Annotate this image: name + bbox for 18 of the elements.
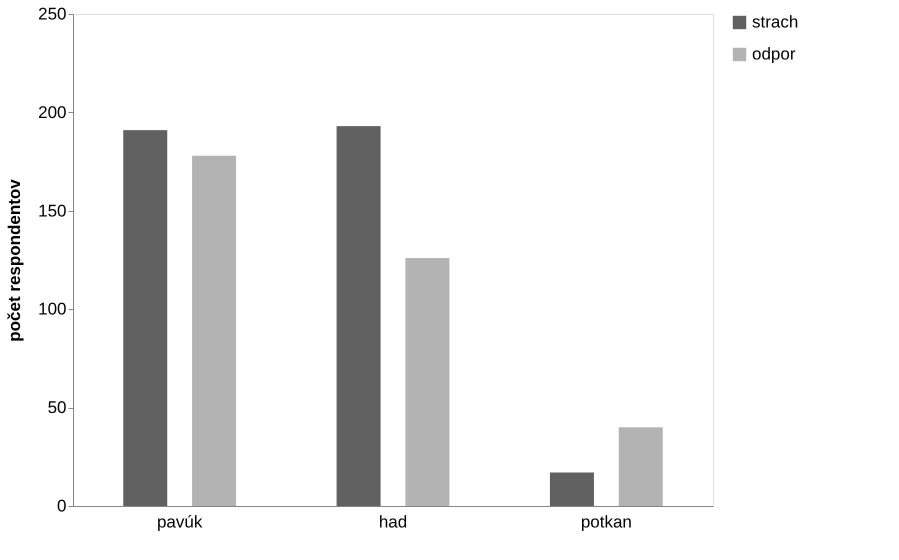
bar: [405, 258, 450, 506]
legend-label: strach: [752, 12, 798, 32]
y-tick-label: 200: [38, 102, 66, 122]
bar: [618, 427, 663, 506]
x-tick-label: potkan: [580, 512, 632, 532]
y-tick-label: 150: [38, 201, 66, 220]
bar: [192, 156, 236, 506]
bar: [123, 130, 168, 506]
legend-label: odpor: [752, 44, 796, 64]
y-tick-label: 50: [48, 398, 66, 418]
x-tick-label: pavúk: [156, 512, 203, 532]
x-tick-label: had: [378, 512, 408, 532]
bar: [336, 126, 381, 506]
y-tick-label: 0: [57, 496, 66, 516]
y-tick-label: 100: [38, 300, 66, 319]
bar: [550, 472, 594, 506]
y-tick-label: 250: [38, 4, 66, 24]
y-axis-title: počet respondentov: [5, 178, 24, 342]
